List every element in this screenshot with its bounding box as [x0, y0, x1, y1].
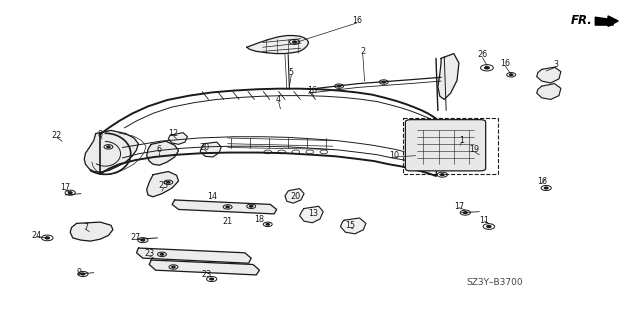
- Circle shape: [545, 187, 548, 189]
- Circle shape: [45, 237, 49, 239]
- Polygon shape: [200, 142, 221, 157]
- Text: 23: 23: [144, 249, 154, 258]
- Text: 25: 25: [159, 181, 169, 190]
- Text: 16: 16: [537, 177, 547, 186]
- Circle shape: [484, 67, 489, 69]
- Text: 2: 2: [360, 47, 365, 56]
- Text: 12: 12: [168, 129, 179, 138]
- Text: 20: 20: [291, 192, 301, 201]
- Text: 17: 17: [454, 202, 464, 211]
- Circle shape: [81, 273, 84, 275]
- Circle shape: [266, 224, 269, 225]
- Text: 11: 11: [479, 216, 490, 225]
- Polygon shape: [595, 17, 613, 25]
- Circle shape: [161, 254, 164, 255]
- Polygon shape: [285, 189, 304, 203]
- Circle shape: [250, 205, 253, 207]
- Text: 9: 9: [77, 268, 82, 277]
- Text: 6: 6: [157, 145, 162, 154]
- Circle shape: [463, 212, 467, 213]
- Circle shape: [487, 226, 491, 227]
- Polygon shape: [340, 218, 366, 234]
- Text: 4: 4: [276, 95, 281, 104]
- Text: 17: 17: [60, 183, 70, 192]
- Circle shape: [167, 182, 170, 183]
- Text: FR.: FR.: [571, 14, 593, 27]
- Text: 14: 14: [207, 192, 217, 201]
- Bar: [403, 118, 499, 174]
- Polygon shape: [136, 248, 251, 263]
- Text: 22: 22: [52, 131, 62, 140]
- Circle shape: [509, 74, 513, 76]
- Polygon shape: [300, 206, 323, 223]
- Text: 8: 8: [98, 130, 102, 139]
- Polygon shape: [537, 67, 561, 83]
- Text: 21: 21: [223, 217, 233, 226]
- Circle shape: [141, 239, 145, 241]
- Polygon shape: [246, 35, 308, 54]
- Polygon shape: [168, 133, 188, 144]
- Text: 16: 16: [307, 86, 317, 95]
- Text: 20: 20: [199, 143, 209, 152]
- Circle shape: [68, 192, 72, 194]
- Text: 27: 27: [130, 234, 140, 242]
- Text: 16: 16: [352, 17, 362, 26]
- Polygon shape: [172, 200, 276, 214]
- Circle shape: [292, 41, 296, 43]
- Text: 3: 3: [553, 60, 558, 69]
- Text: SZ3Y–B3700: SZ3Y–B3700: [467, 278, 523, 287]
- Circle shape: [210, 278, 214, 280]
- Circle shape: [226, 206, 229, 208]
- Text: 7: 7: [83, 223, 88, 232]
- Circle shape: [107, 146, 110, 148]
- Polygon shape: [84, 130, 138, 172]
- Text: 13: 13: [308, 209, 319, 219]
- Text: 19: 19: [469, 145, 479, 154]
- Polygon shape: [70, 222, 113, 241]
- Polygon shape: [608, 16, 618, 26]
- Polygon shape: [147, 141, 179, 165]
- Text: 18: 18: [255, 215, 264, 224]
- Text: 1: 1: [459, 136, 464, 145]
- Circle shape: [337, 85, 340, 87]
- Circle shape: [440, 174, 444, 175]
- Polygon shape: [149, 260, 259, 275]
- Polygon shape: [147, 172, 179, 197]
- Circle shape: [172, 266, 175, 268]
- Text: 26: 26: [477, 50, 488, 59]
- Text: 24: 24: [31, 231, 42, 240]
- Text: 15: 15: [346, 221, 356, 230]
- Text: 10: 10: [390, 151, 399, 160]
- Text: 16: 16: [500, 59, 510, 68]
- Circle shape: [382, 81, 385, 83]
- Polygon shape: [438, 54, 459, 100]
- Polygon shape: [537, 84, 561, 100]
- Text: 5: 5: [289, 68, 294, 77]
- Text: 23: 23: [202, 271, 212, 279]
- FancyBboxPatch shape: [405, 120, 486, 171]
